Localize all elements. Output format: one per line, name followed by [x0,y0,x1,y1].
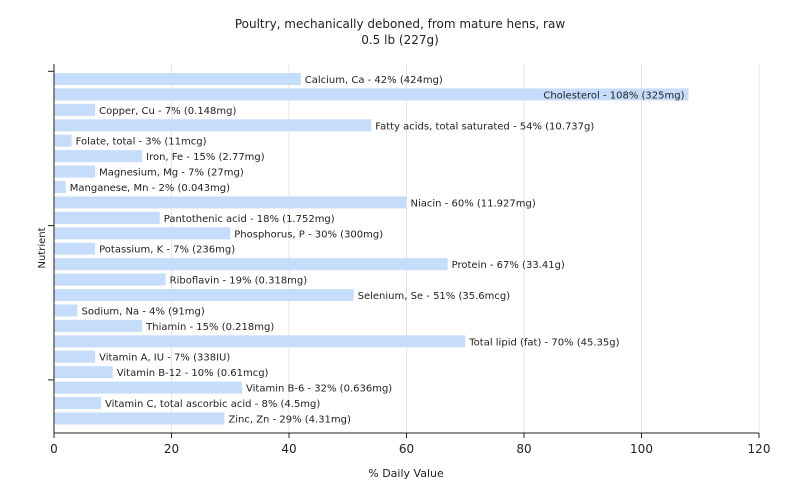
bar-label: Cholesterol - 108% (325mg) [543,90,684,101]
x-tick-label: 80 [516,442,531,456]
bar [54,73,301,85]
bar-label: Vitamin C, total ascorbic acid - 8% (4.5… [105,399,320,410]
bar [54,181,66,194]
bar [54,350,96,363]
bar [54,319,143,332]
bar [54,88,689,101]
bar [54,335,466,348]
bar [54,366,113,379]
bar-label: Phosphorus, P - 30% (300mg) [234,229,383,240]
bar [54,273,166,286]
bar-label: Sodium, Na - 4% (91mg) [82,306,205,317]
bar [54,211,160,224]
bar [54,397,101,410]
bar-label: Vitamin B-6 - 32% (0.636mg) [246,384,392,395]
x-tick-label: 100 [630,442,653,456]
bar-label: Fatty acids, total saturated - 54% (10.7… [375,121,594,132]
bars: Calcium, Ca - 42% (424mg) Cholesterol - 1… [54,73,689,425]
bar-label: Zinc, Zn - 29% (4.31mg) [228,414,351,425]
bar [54,165,96,178]
bar-label: Copper, Cu - 7% (0.148mg) [99,106,236,117]
bar-label: Potassium, K - 7% (236mg) [99,245,235,256]
x-tick-label: 20 [164,442,179,456]
bar-label: Niacin - 60% (11.927mg) [411,198,536,209]
x-tick-label: 120 [748,442,771,456]
bar [54,196,407,209]
bar-label: Total lipid (fat) - 70% (45.35g) [468,337,619,348]
bar-label: Vitamin A, IU - 7% (338IU) [99,353,230,364]
y-axis-title: Nutrient [37,227,48,268]
bar [54,304,78,317]
bar-label: Folate, total - 3% (11mcg) [76,137,207,148]
bar-label: Selenium, Se - 51% (35.6mcg) [358,291,511,302]
bar-label: Vitamin B-12 - 10% (0.61mcg) [117,368,269,379]
bar [54,150,143,163]
bar-label: Iron, Fe - 15% (2.77mg) [146,152,265,163]
bar [54,381,242,394]
x-axis-title: % Daily Value [368,467,444,480]
bar-label: Protein - 67% (33.41g) [452,260,565,271]
bar [54,242,96,255]
bar-label: Calcium, Ca - 42% (424mg) [305,75,443,86]
bar-label: Thiamin - 15% (0.218mg) [145,322,274,333]
bar-label: Manganese, Mn - 2% (0.043mg) [70,183,230,194]
bar-label: Magnesium, Mg - 7% (27mg) [99,168,244,179]
bar [54,227,231,240]
bar [54,412,225,425]
x-tick-label: 0 [50,442,58,456]
bar [54,103,96,116]
bar [54,289,354,302]
bar-label: Pantothenic acid - 18% (1.752mg) [164,214,335,225]
bar-label: Riboflavin - 19% (0.318mg) [170,276,308,287]
bar [54,258,448,271]
x-tick-label: 40 [281,442,296,456]
bar [54,119,372,132]
bar [54,134,72,147]
chart-subtitle: 0.5 lb (227g) [361,33,439,47]
x-tick-label: 60 [399,442,414,456]
chart-title: Poultry, mechanically deboned, from matu… [234,17,566,31]
x-axis-ticks: 0 20 40 60 80 100 120 [50,433,770,456]
